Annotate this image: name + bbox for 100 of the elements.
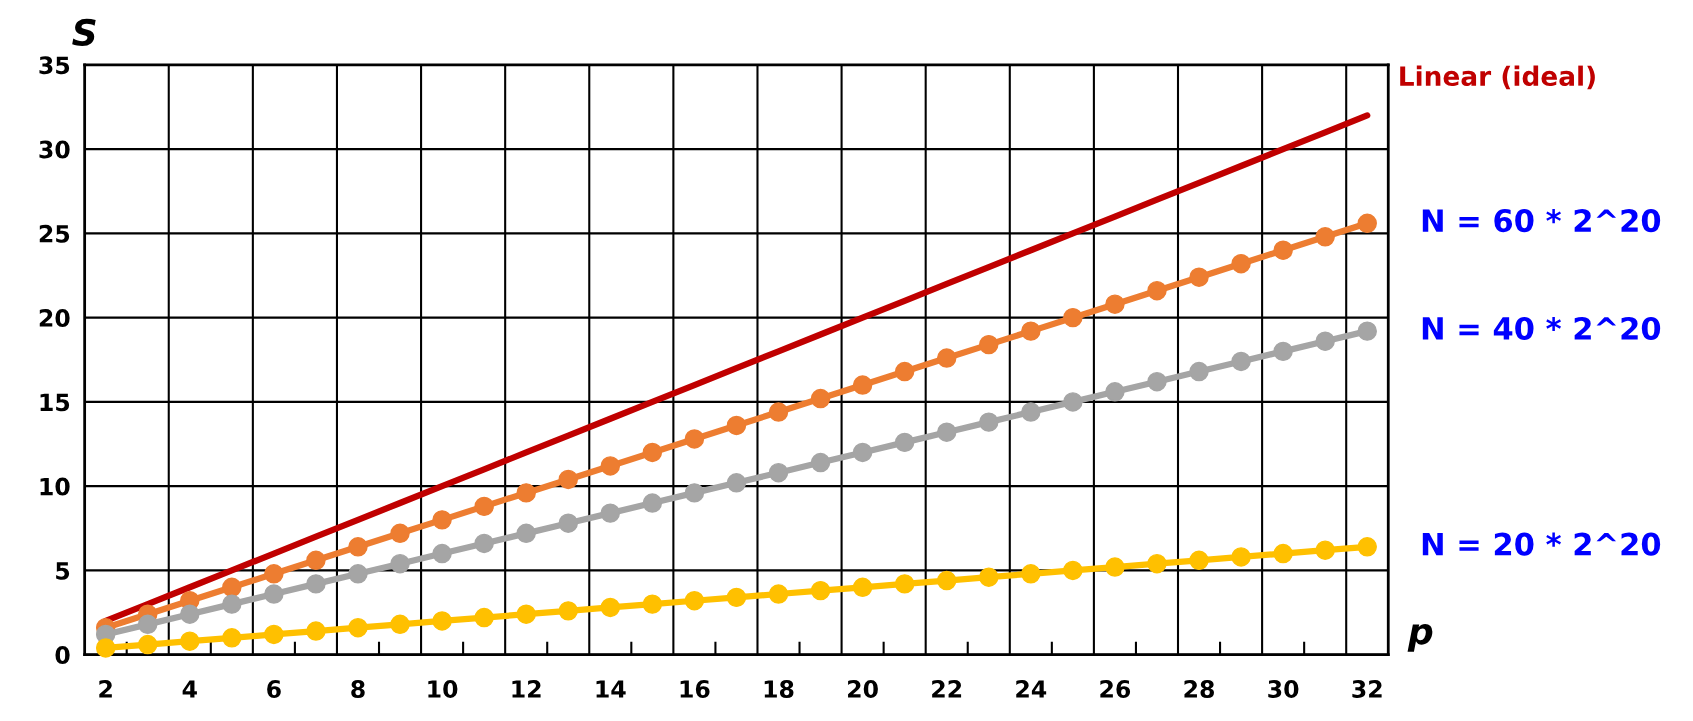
- x-tick-label: 10: [428, 680, 458, 698]
- point: [1315, 540, 1335, 560]
- point: [894, 361, 915, 382]
- point: [1063, 307, 1083, 328]
- point: [979, 412, 999, 432]
- point: [1189, 550, 1209, 571]
- point: [1273, 341, 1293, 362]
- point: [1105, 294, 1125, 314]
- point: [894, 432, 915, 453]
- x-tick-label: 6: [267, 680, 281, 698]
- x-tick-label: 4: [182, 680, 197, 698]
- point: [1021, 564, 1041, 584]
- point: [1189, 267, 1209, 287]
- point: [516, 604, 536, 624]
- point: [1315, 331, 1335, 351]
- point: [1231, 547, 1251, 567]
- point: [684, 483, 705, 503]
- point: [222, 628, 242, 648]
- point: [1231, 254, 1251, 274]
- point: [600, 597, 621, 618]
- point: [600, 456, 621, 476]
- point: [936, 570, 957, 591]
- point: [936, 348, 957, 368]
- y-tick-label: 15: [40, 393, 70, 412]
- point: [1357, 537, 1377, 557]
- y-tick-label: 5: [56, 562, 70, 580]
- series-label: N = 20 * 2^20: [1422, 532, 1661, 556]
- series-label: N = 60 * 2^20: [1422, 209, 1661, 233]
- point: [1315, 227, 1335, 247]
- point: [432, 543, 452, 564]
- point: [138, 634, 158, 655]
- point: [768, 462, 789, 483]
- x-axis-title: p: [1407, 623, 1433, 652]
- point: [138, 614, 158, 635]
- point: [768, 584, 789, 604]
- point: [264, 584, 284, 604]
- point: [1147, 371, 1167, 392]
- x-tick-label: 24: [1016, 680, 1047, 698]
- point: [936, 422, 957, 442]
- point: [1105, 382, 1125, 402]
- point: [852, 442, 873, 463]
- point: [852, 375, 873, 395]
- point: [1063, 560, 1083, 581]
- point: [726, 473, 747, 493]
- point: [348, 617, 368, 638]
- y-tick-label: 25: [39, 224, 70, 243]
- y-axis-title: S: [72, 18, 96, 47]
- point: [306, 550, 326, 571]
- point: [1021, 402, 1041, 422]
- point: [1147, 553, 1167, 574]
- point: [684, 591, 705, 611]
- point: [1105, 557, 1125, 577]
- series-label: N = 40 * 2^20: [1422, 316, 1661, 340]
- point: [1273, 240, 1293, 260]
- point: [432, 611, 452, 631]
- point: [1357, 321, 1377, 341]
- x-tick-label: 26: [1100, 680, 1131, 698]
- point: [390, 523, 410, 544]
- point: [348, 537, 368, 557]
- x-tick-label: 16: [680, 680, 710, 698]
- point: [852, 577, 873, 597]
- point: [810, 580, 831, 601]
- point: [1273, 543, 1293, 564]
- point: [516, 523, 536, 544]
- x-tick-label: 2: [99, 680, 112, 698]
- point: [390, 614, 410, 635]
- point: [222, 577, 242, 597]
- x-tick-label: 22: [932, 680, 962, 698]
- point: [894, 574, 915, 594]
- point: [1357, 213, 1377, 234]
- point: [558, 469, 578, 490]
- x-tick-label: 18: [764, 680, 794, 698]
- point: [1189, 361, 1209, 382]
- point: [768, 402, 789, 422]
- y-tick-label: 20: [39, 309, 70, 327]
- x-tick-label: 28: [1184, 680, 1214, 698]
- x-tick-label: 20: [848, 680, 878, 698]
- point: [642, 442, 663, 463]
- point: [432, 510, 452, 530]
- point: [810, 452, 831, 473]
- y-tick-label: 10: [40, 477, 70, 496]
- point: [1231, 351, 1251, 372]
- point: [264, 624, 284, 645]
- point: [558, 513, 578, 533]
- point: [979, 334, 999, 355]
- point: [306, 621, 326, 641]
- point: [1063, 392, 1083, 412]
- point: [95, 638, 116, 658]
- y-tick-label: 0: [55, 646, 70, 664]
- point: [474, 533, 494, 554]
- point: [642, 493, 663, 513]
- point: [726, 415, 747, 436]
- point: [558, 601, 578, 621]
- point: [390, 553, 410, 574]
- point: [474, 496, 494, 517]
- x-tick-label: 12: [512, 680, 541, 698]
- x-tick-label: 30: [1268, 680, 1299, 698]
- point: [180, 604, 200, 624]
- point: [180, 631, 200, 651]
- point: [642, 594, 663, 614]
